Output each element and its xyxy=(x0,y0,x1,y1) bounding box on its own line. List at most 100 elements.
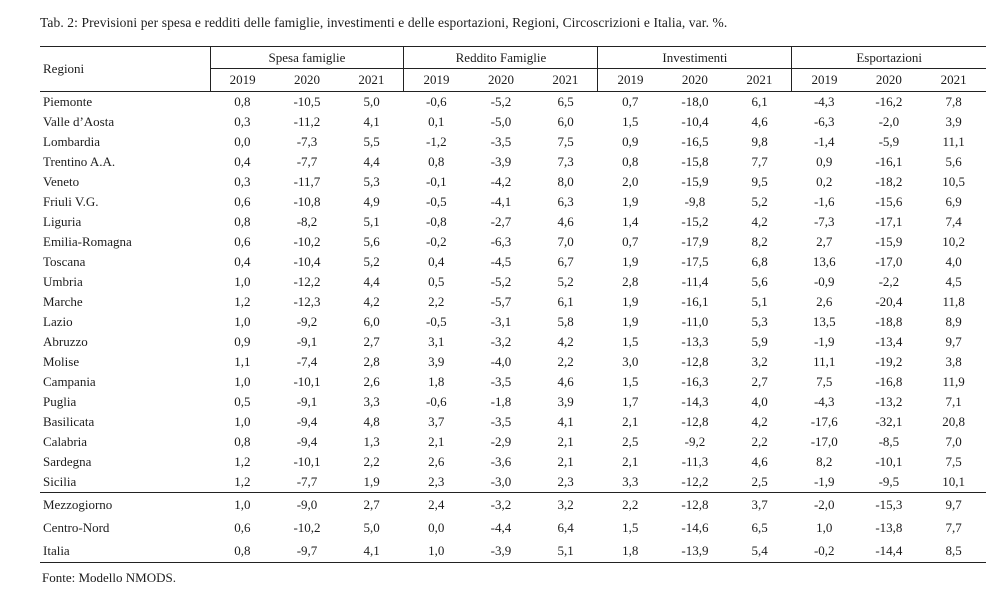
value-cell: -1,9 xyxy=(813,334,835,349)
value-cell: 0,7 xyxy=(622,94,639,109)
value-cell: -11,4 xyxy=(681,274,709,289)
value-cell: -7,3 xyxy=(813,214,835,229)
value-cell: -6,3 xyxy=(813,114,835,129)
table-row: Puglia 0,5 -9,1 3,3 -0,6 -1,8 3,9 1,7 -14,3 4,0 -4… xyxy=(40,392,986,412)
value-cell: 0,6 xyxy=(234,194,251,209)
value-cell: 1,0 xyxy=(234,374,251,389)
value-cell: 5,2 xyxy=(363,254,380,269)
value-cell: -12,8 xyxy=(681,414,709,429)
value-cell: -0,8 xyxy=(426,214,447,229)
value-cell: -10,8 xyxy=(293,194,321,209)
value-cell: -11,2 xyxy=(293,114,321,129)
value-cell: 2,1 xyxy=(557,434,574,449)
value-cell: -5,0 xyxy=(490,114,512,129)
year-header: 2019 xyxy=(209,68,275,92)
value-cell: 1,0 xyxy=(816,520,833,535)
value-cell: -12,2 xyxy=(293,274,321,289)
value-cell: -9,4 xyxy=(296,414,318,429)
value-cell: -4,2 xyxy=(490,174,512,189)
value-cell: 3,0 xyxy=(622,354,639,369)
value-cell: -0,5 xyxy=(426,194,447,209)
value-cell: -10,4 xyxy=(681,114,709,129)
value-cell: 7,5 xyxy=(557,134,574,149)
region-name-cell: Molise xyxy=(43,354,80,369)
value-cell: 5,6 xyxy=(751,274,768,289)
value-cell: 7,7 xyxy=(751,154,768,169)
value-cell: 0,8 xyxy=(210,539,275,563)
value-cell: 3,9 xyxy=(945,114,962,129)
value-cell: 4,6 xyxy=(751,114,768,129)
value-cell: 7,7 xyxy=(945,520,962,535)
region-name-cell: Sardegna xyxy=(43,454,92,469)
value-cell: 10,1 xyxy=(921,472,986,493)
region-name-cell: Italia xyxy=(40,539,210,563)
value-cell: -3,2 xyxy=(490,334,512,349)
value-cell: -9,2 xyxy=(684,434,706,449)
value-cell: 4,1 xyxy=(557,414,574,429)
table-row: Lombardia 0,0 -7,3 5,5 -1,2 -3,5 7,5 0,9 -16,5 9,… xyxy=(40,132,986,152)
value-cell: 2,1 xyxy=(622,454,639,469)
value-cell: 5,5 xyxy=(363,134,380,149)
value-cell: 2,3 xyxy=(403,472,469,493)
value-cell: 7,5 xyxy=(945,454,962,469)
value-cell: -0,6 xyxy=(426,394,447,409)
value-cell: 2,6 xyxy=(428,454,445,469)
value-cell: -3,0 xyxy=(468,472,534,493)
value-cell: -17,5 xyxy=(681,254,709,269)
region-name-cell: Calabria xyxy=(43,434,88,449)
value-cell: 1,9 xyxy=(339,472,404,493)
value-cell: -0,2 xyxy=(791,539,857,563)
value-cell: -9,8 xyxy=(684,194,706,209)
value-cell: 1,9 xyxy=(622,314,639,329)
value-cell: 11,8 xyxy=(942,294,965,309)
year-header: 2019 xyxy=(403,68,469,92)
value-cell: -10,1 xyxy=(293,374,321,389)
value-cell: 5,1 xyxy=(363,214,380,229)
value-cell: 5,8 xyxy=(557,314,574,329)
value-cell: 4,6 xyxy=(751,454,768,469)
value-cell: 2,8 xyxy=(363,354,380,369)
value-cell: 0,6 xyxy=(234,520,251,535)
region-name-cell: Abruzzo xyxy=(43,334,88,349)
region-name-cell: Liguria xyxy=(43,214,82,229)
region-rows: Piemonte 0,8 -10,5 5,0 -0,6 -5,2 6,5 0,7 -18,0 6,… xyxy=(40,92,986,493)
value-cell: 8,2 xyxy=(816,454,833,469)
value-cell: -3,9 xyxy=(468,539,534,563)
table-caption: Tab. 2: Previsioni per spesa e redditi d… xyxy=(40,15,728,30)
table-row: Lazio 1,0 -9,2 6,0 -0,5 -3,1 5,8 1,9 -11,0 5,3 13,… xyxy=(40,312,986,332)
region-name-cell: Marche xyxy=(43,294,83,309)
value-cell: 0,4 xyxy=(428,254,445,269)
value-cell: 4,1 xyxy=(339,539,404,563)
value-cell: -14,6 xyxy=(681,520,709,535)
value-cell: 1,5 xyxy=(622,520,639,535)
value-cell: 5,3 xyxy=(363,174,380,189)
value-cell: -0,2 xyxy=(426,234,447,249)
value-cell: -1,4 xyxy=(813,134,835,149)
region-name-cell: Campania xyxy=(43,374,96,389)
value-cell: 6,5 xyxy=(557,94,574,109)
value-cell: 0,5 xyxy=(234,394,251,409)
value-cell: 2,1 xyxy=(622,414,639,429)
table-row: Veneto 0,3 -11,7 5,3 -0,1 -4,2 8,0 2,0 -15,9 9,5 0… xyxy=(40,172,986,192)
value-cell: -18,0 xyxy=(681,94,709,109)
value-cell: 8,2 xyxy=(751,234,768,249)
value-cell: -9,2 xyxy=(296,314,318,329)
value-cell: 1,9 xyxy=(622,194,639,209)
value-cell: 2,2 xyxy=(557,354,574,369)
value-cell: 2,7 xyxy=(751,374,768,389)
table-row: Sicilia 1,2 -7,7 1,9 2,3 -3,0 2,3 3,3 -12,2 2,5 -1… xyxy=(40,472,986,493)
value-cell: 5,9 xyxy=(751,334,768,349)
year-header: 2020 xyxy=(274,68,340,92)
value-cell: -12,8 xyxy=(662,492,728,516)
value-cell: 1,7 xyxy=(622,394,639,409)
value-cell: -9,1 xyxy=(296,334,318,349)
value-cell: -0,1 xyxy=(426,174,447,189)
value-cell: 11,1 xyxy=(942,134,965,149)
value-cell: -16,3 xyxy=(681,374,709,389)
value-cell: -14,4 xyxy=(856,539,922,563)
table-row: Mezzogiorno 1,0 -9,0 2,7 2,4 -3,2 3,2 2,2 -12,8 3… xyxy=(40,492,986,516)
value-cell: -17,6 xyxy=(810,414,838,429)
value-cell: 1,2 xyxy=(210,472,275,493)
value-cell: -7,7 xyxy=(274,472,340,493)
value-cell: 1,5 xyxy=(622,374,639,389)
